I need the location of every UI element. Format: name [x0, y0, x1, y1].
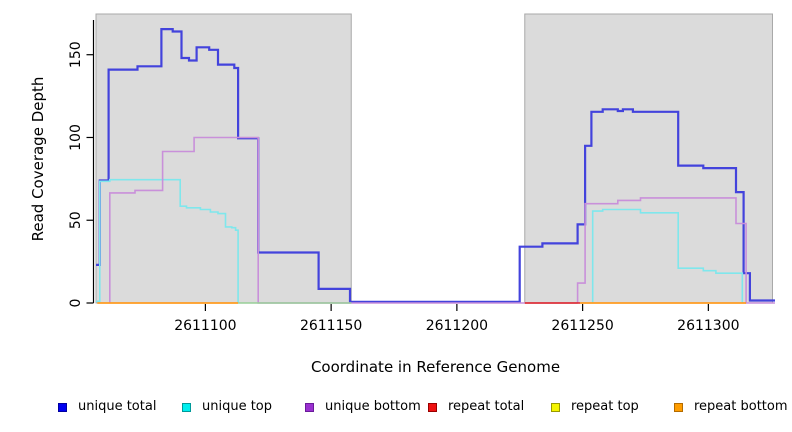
y-tick-label: 50: [68, 211, 84, 229]
x-tick-label: 2611300: [677, 318, 739, 334]
y-tick-label: 150: [68, 41, 84, 68]
chart-legend: unique total unique top unique bottom repea…: [0, 399, 792, 421]
legend-label: repeat bottom: [694, 399, 788, 414]
y-axis-label: Read Coverage Depth: [29, 76, 47, 242]
series-unique-bottom: [576, 197, 775, 304]
series-unique-total: [96, 28, 775, 303]
shaded-region-right-contig: [524, 13, 773, 304]
legend-swatch-icon: [428, 402, 437, 412]
legend-label: repeat total: [448, 399, 525, 414]
series-unique-bottom: [109, 136, 578, 304]
legend-swatch-icon: [674, 402, 683, 412]
legend-item-repeat-bottom: repeat bottom: [674, 399, 788, 415]
legend-item-repeat-top: repeat top: [551, 399, 639, 415]
series-unique-top: [96, 178, 239, 303]
legend-label: repeat top: [571, 399, 639, 414]
legend-swatch-icon: [182, 402, 191, 412]
shaded-region-left-contig: [95, 13, 352, 304]
x-tick-label: 2611100: [174, 318, 236, 334]
series-unique-top: [591, 208, 744, 303]
legend-item-repeat-total: repeat total: [428, 399, 524, 415]
legend-item-unique-total: unique total: [58, 399, 156, 415]
x-tick-label: 2611250: [551, 318, 613, 334]
legend-label: unique total: [78, 399, 157, 414]
x-tick-label: 2611200: [426, 318, 488, 334]
x-axis-label: Coordinate in Reference Genome: [310, 358, 561, 376]
legend-swatch-icon: [551, 402, 560, 412]
legend-swatch-icon: [58, 402, 67, 412]
x-tick-label: 2611150: [300, 318, 362, 334]
legend-swatch-icon: [305, 402, 314, 412]
legend-item-unique-top: unique top: [182, 399, 272, 415]
legend-item-unique-bottom: unique bottom: [305, 399, 421, 415]
legend-label: unique bottom: [325, 399, 421, 414]
y-tick-label: 100: [68, 124, 84, 151]
legend-label: unique top: [202, 399, 273, 414]
y-tick-label: 0: [68, 299, 84, 308]
